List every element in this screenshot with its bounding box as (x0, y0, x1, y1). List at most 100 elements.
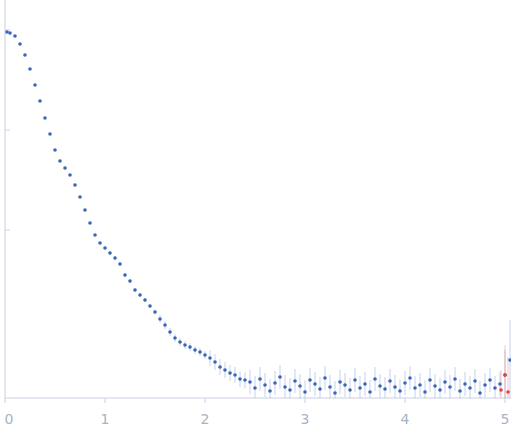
data-point (238, 377, 242, 381)
x-tick (505, 398, 506, 403)
data-point (38, 99, 42, 103)
data-point (113, 256, 117, 260)
data-point (388, 379, 392, 383)
data-point (343, 383, 347, 387)
data-point (188, 345, 192, 349)
data-point (323, 376, 327, 380)
data-point (493, 386, 497, 390)
data-point (103, 246, 107, 250)
data-point (148, 304, 152, 308)
data-point (258, 377, 262, 381)
data-point (233, 373, 237, 377)
data-point (153, 310, 157, 314)
error-bar (370, 380, 371, 398)
data-point (488, 378, 492, 382)
data-point (63, 166, 67, 170)
x-tick-label: 3 (301, 411, 310, 427)
data-point (428, 378, 432, 382)
data-point (203, 353, 207, 357)
data-point (118, 262, 122, 266)
y-axis (5, 0, 6, 398)
data-point (128, 279, 132, 283)
data-point (173, 336, 177, 340)
data-point (193, 348, 197, 352)
data-point (413, 386, 417, 390)
data-point (243, 378, 247, 382)
data-point (73, 183, 77, 187)
data-point (228, 371, 232, 375)
data-point (303, 390, 307, 394)
error-bar (290, 378, 291, 398)
y-tick (5, 230, 10, 231)
data-point (223, 368, 227, 372)
data-point (378, 384, 382, 388)
data-point (498, 382, 502, 386)
error-bar (440, 378, 441, 398)
data-point (463, 382, 467, 386)
data-point (403, 381, 407, 385)
data-point (283, 385, 287, 389)
x-tick (5, 398, 6, 403)
data-point (358, 386, 362, 390)
data-point (443, 380, 447, 384)
data-point (98, 241, 102, 245)
data-point (48, 132, 52, 136)
data-point (108, 251, 112, 255)
x-tick-label: 4 (401, 411, 410, 427)
data-point (78, 195, 82, 199)
data-point (298, 384, 302, 388)
chart: 012345 (0, 0, 511, 437)
data-point (438, 388, 442, 392)
data-point (348, 388, 352, 392)
data-point (93, 233, 97, 237)
data-point (28, 67, 32, 71)
data-point (338, 380, 342, 384)
data-point (143, 298, 147, 302)
plot-area (5, 30, 511, 398)
data-point (398, 389, 402, 393)
data-point (408, 376, 412, 380)
data-point (158, 317, 162, 321)
data-point (373, 377, 377, 381)
error-bar (400, 379, 401, 398)
y-tick (5, 130, 10, 131)
data-point (313, 382, 317, 386)
error-bar (350, 378, 351, 398)
data-point (478, 391, 482, 395)
data-point (368, 390, 372, 394)
data-point (483, 383, 487, 387)
data-point (43, 116, 47, 120)
data-point (168, 330, 172, 334)
data-point (268, 389, 272, 393)
data-point (453, 377, 457, 381)
x-tick (205, 398, 206, 403)
data-point (183, 343, 187, 347)
data-point (263, 383, 267, 387)
data-point (33, 83, 37, 87)
data-point (138, 293, 142, 297)
data-point (508, 358, 511, 362)
data-point (8, 31, 12, 35)
data-point (293, 379, 297, 383)
data-point (328, 385, 332, 389)
data-point (393, 385, 397, 389)
x-tick-label: 1 (101, 411, 110, 427)
data-point (68, 173, 72, 177)
data-point (468, 386, 472, 390)
error-bar (335, 381, 336, 398)
data-point (163, 323, 167, 327)
data-point (208, 356, 212, 360)
data-point (353, 378, 357, 382)
error-bar (425, 380, 426, 398)
data-point (433, 384, 437, 388)
data-point (506, 390, 510, 394)
data-point (503, 373, 507, 377)
data-point (273, 381, 277, 385)
data-point (448, 385, 452, 389)
error-bar (505, 345, 506, 398)
data-point (383, 387, 387, 391)
data-point (363, 382, 367, 386)
data-point (88, 221, 92, 225)
x-tick-label: 2 (201, 411, 210, 427)
x-tick (405, 398, 406, 403)
